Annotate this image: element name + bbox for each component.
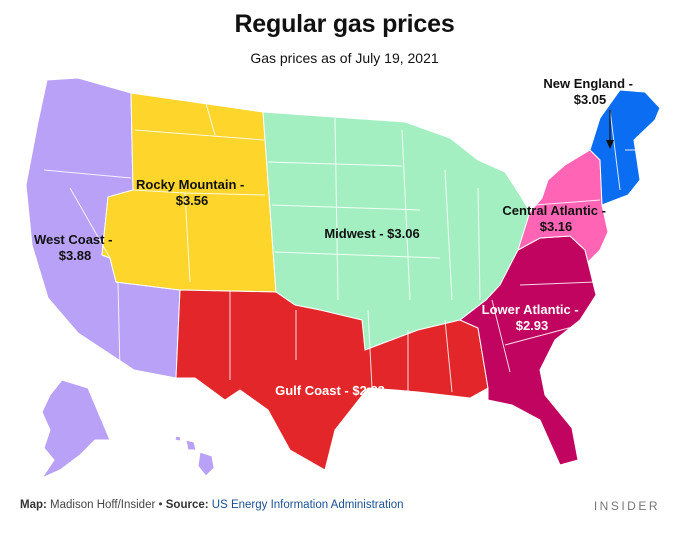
chart-subtitle: Gas prices as of July 19, 2021 (250, 50, 439, 66)
label-west-coast: West Coast - $3.88 (34, 232, 116, 263)
region-new-england-shape (589, 89, 661, 206)
label-rocky-mountain-name: Rocky Mountain - (136, 177, 244, 192)
source-label: Source: (165, 499, 209, 511)
region-west-coast (25, 77, 215, 480)
label-rocky-mountain-price: $3.56 (176, 193, 209, 208)
alaska-shape (40, 379, 111, 480)
source-link[interactable]: US Energy Information Administration (211, 499, 404, 511)
label-midwest: Midwest - $3.06 (324, 226, 419, 241)
hawaii-shape (174, 435, 215, 477)
state-borders (43, 99, 640, 393)
insider-logo: INSIDER (593, 499, 660, 513)
region-lower-atlantic-shape (459, 235, 597, 466)
region-gulf-coast-shape (175, 289, 489, 471)
label-lower-atlantic-name: Lower Atlantic - (482, 302, 579, 317)
label-gulf-coast-name: Gulf Coast - $2.83 (275, 383, 385, 398)
new-england-pointer-arrow (606, 140, 614, 149)
label-central-atlantic-name: Central Atlantic - (502, 203, 606, 218)
label-new-england-price: $3.05 (574, 92, 607, 107)
label-central-atlantic: Central Atlantic - $3.16 (502, 203, 609, 234)
label-central-atlantic-price: $3.16 (540, 219, 573, 234)
label-lower-atlantic: Lower Atlantic - $2.93 (482, 302, 583, 333)
label-west-coast-price: $3.88 (59, 248, 92, 263)
label-new-england-name: New England - (543, 76, 633, 91)
label-new-england: New England - $3.05 (543, 76, 636, 107)
label-lower-atlantic-price: $2.93 (516, 318, 549, 333)
label-midwest-name: Midwest - $3.06 (324, 226, 419, 241)
label-west-coast-name: West Coast - (34, 232, 113, 247)
footer-credits: Map: Madison Hoff/Insider • Source: US E… (20, 499, 404, 511)
footer-separator: • (158, 499, 163, 511)
map-credit-label: Map: (20, 499, 47, 511)
label-rocky-mountain: Rocky Mountain - $3.56 (136, 177, 248, 208)
chart-title: Regular gas prices (234, 10, 455, 38)
region-central-atlantic-shape (517, 149, 609, 263)
map-credit: Madison Hoff/Insider (50, 499, 156, 511)
label-gulf-coast: Gulf Coast - $2.83 (275, 383, 385, 398)
